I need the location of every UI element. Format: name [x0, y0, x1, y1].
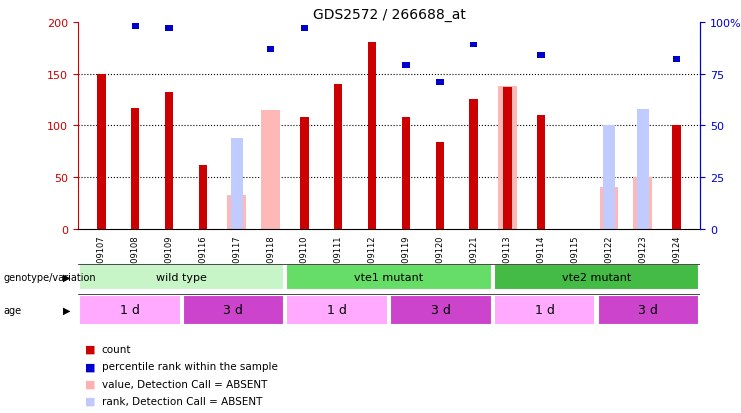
- Bar: [182, 295, 285, 325]
- Bar: [79, 295, 181, 325]
- Bar: [634, 178, 652, 229]
- Bar: [368, 43, 376, 229]
- Text: 3 d: 3 d: [639, 304, 658, 317]
- Bar: [262, 110, 280, 229]
- Bar: [402, 63, 410, 69]
- Bar: [537, 53, 545, 59]
- Bar: [98, 9, 105, 15]
- Bar: [494, 295, 596, 325]
- Bar: [131, 108, 139, 229]
- Text: ▶: ▶: [63, 305, 70, 315]
- Bar: [436, 80, 444, 85]
- Text: wild type: wild type: [156, 273, 207, 283]
- Text: 1 d: 1 d: [120, 304, 139, 317]
- Text: ■: ■: [85, 344, 96, 354]
- Bar: [597, 295, 700, 325]
- Text: ■: ■: [85, 379, 96, 389]
- Bar: [227, 195, 246, 229]
- Bar: [79, 265, 285, 291]
- Bar: [673, 57, 680, 63]
- Text: ■: ■: [85, 396, 96, 406]
- Bar: [300, 118, 309, 229]
- Text: vte1 mutant: vte1 mutant: [354, 273, 424, 283]
- Bar: [672, 126, 681, 229]
- Bar: [469, 100, 478, 229]
- Bar: [165, 93, 173, 229]
- Bar: [537, 116, 545, 229]
- Text: 1 d: 1 d: [328, 304, 347, 317]
- Bar: [286, 295, 388, 325]
- Bar: [368, 9, 376, 15]
- Bar: [132, 24, 139, 30]
- Bar: [498, 87, 516, 229]
- Bar: [230, 138, 243, 229]
- Bar: [286, 265, 492, 291]
- Bar: [165, 26, 173, 32]
- Bar: [599, 188, 618, 229]
- Bar: [334, 85, 342, 229]
- Text: 3 d: 3 d: [431, 304, 451, 317]
- Bar: [199, 165, 207, 229]
- Title: GDS2572 / 266688_at: GDS2572 / 266688_at: [313, 8, 465, 22]
- Bar: [267, 47, 274, 52]
- Bar: [470, 43, 477, 48]
- Text: 1 d: 1 d: [535, 304, 554, 317]
- Text: rank, Detection Call = ABSENT: rank, Detection Call = ABSENT: [102, 396, 262, 406]
- Bar: [494, 265, 700, 291]
- Bar: [402, 118, 410, 229]
- Text: value, Detection Call = ABSENT: value, Detection Call = ABSENT: [102, 379, 267, 389]
- Text: ▶: ▶: [63, 273, 70, 282]
- Text: vte2 mutant: vte2 mutant: [562, 273, 631, 283]
- Text: genotype/variation: genotype/variation: [4, 273, 96, 282]
- Bar: [603, 126, 615, 229]
- Bar: [436, 142, 444, 229]
- Bar: [503, 88, 511, 229]
- Bar: [637, 109, 649, 229]
- Bar: [390, 295, 492, 325]
- Text: ■: ■: [85, 361, 96, 371]
- Bar: [334, 12, 342, 17]
- Text: 3 d: 3 d: [224, 304, 243, 317]
- Text: age: age: [4, 305, 21, 315]
- Bar: [301, 26, 308, 32]
- Text: count: count: [102, 344, 131, 354]
- Bar: [97, 74, 106, 229]
- Text: percentile rank within the sample: percentile rank within the sample: [102, 361, 277, 371]
